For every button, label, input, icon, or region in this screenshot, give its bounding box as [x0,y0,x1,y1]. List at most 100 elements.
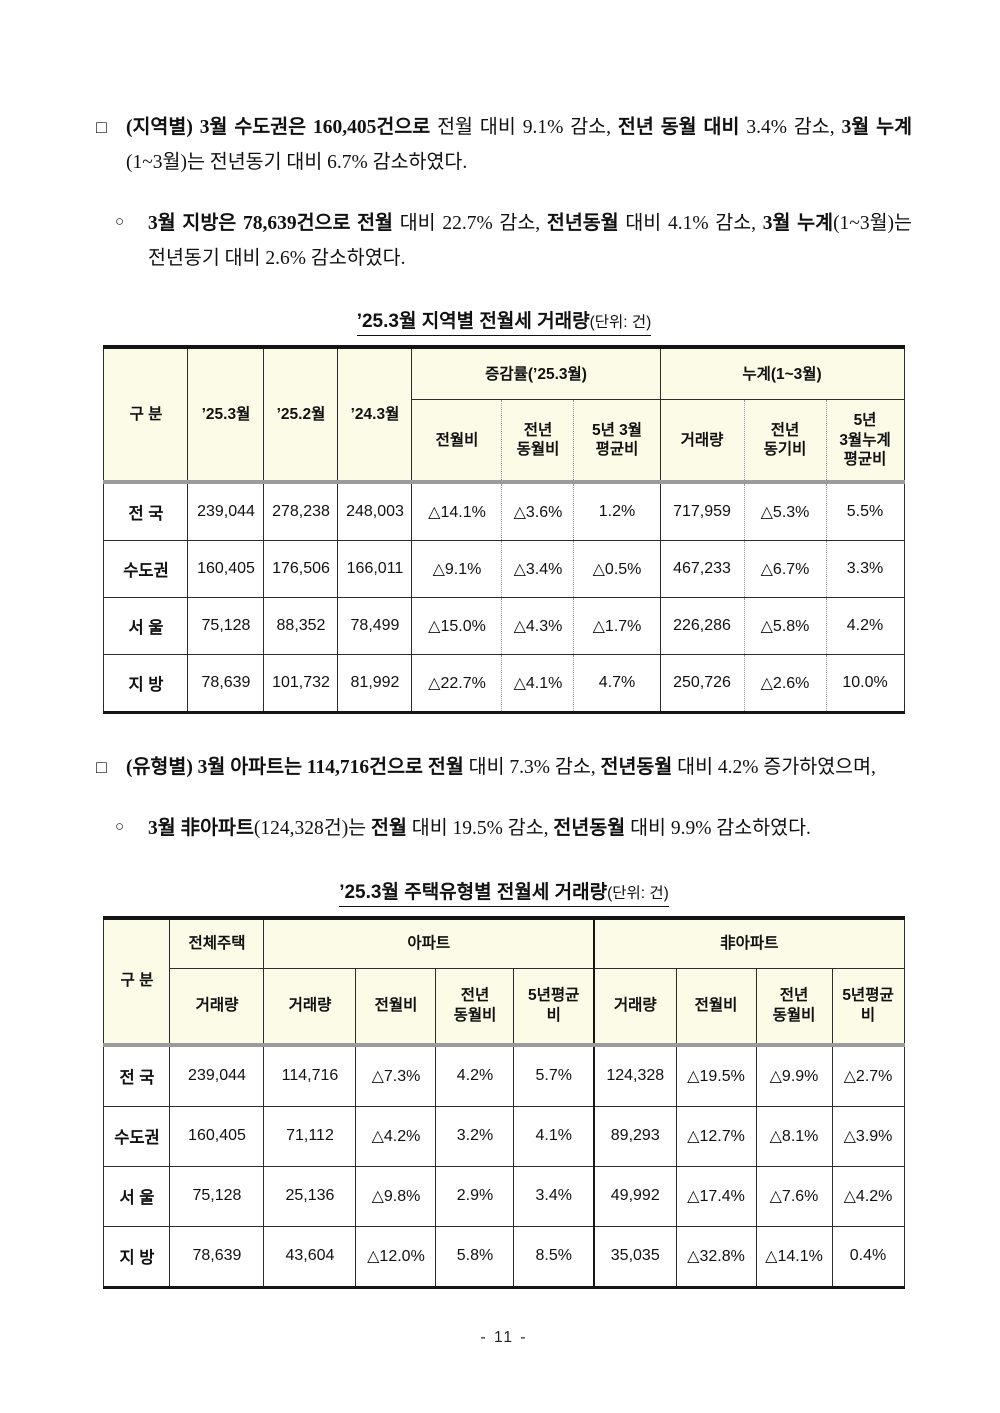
table-cell: 4.7% [573,654,661,714]
table-cell: 114,716 [263,1042,357,1107]
table-cell: 239,044 [187,480,265,542]
table-cell: △9.1% [411,540,503,599]
table-cell: 176,506 [263,540,339,599]
page-number: - 11 - [480,1328,528,1346]
paragraph-type-summary: □ (유형별) 3월 아파트는 114,716건으로 전월 대비 7.3% 감소… [96,750,912,785]
header-total-housing: 전체주택 [169,917,265,969]
subheader: 거래량 [659,399,745,483]
table-title-unit: (단위: 건) [607,884,669,902]
paragraph-region-local: ○ 3월 지방은 78,639건으로 전월 대비 22.7% 감소, 전년동월 … [96,206,912,276]
table-cell: 0.4% [831,1225,905,1288]
table-cell: 78,639 [187,654,265,714]
text-run: 전년동월 [600,757,673,779]
table-cell: △17.4% [675,1165,757,1227]
paragraph-text: (유형별) 3월 아파트는 114,716건으로 전월 대비 7.3% 감소, … [126,750,912,785]
text-run: 대비 4.1% 감소, [618,213,763,235]
table-cell: 35,035 [593,1225,677,1288]
subheader: 거래량 [593,967,677,1046]
header-group-change-rate: 증감률(’25.3월) [411,346,661,401]
text-run: (124,328건)는 [253,818,372,840]
table-cell: △3.4% [501,540,575,599]
header-corner: 구 분 [103,917,171,1046]
text-run: 대비 9.9% 감소하였다. [625,818,811,840]
subheader: 5년평균 비 [513,967,595,1046]
table-cell: 248,003 [337,480,413,542]
table-cell: 250,726 [659,654,745,714]
table-cell: 717,959 [659,480,745,542]
table-cell: 4.2% [435,1042,515,1107]
table-cell: 88,352 [263,597,339,656]
table-title-text: ’25.3월 지역별 전월세 거래량 [356,311,590,333]
header-group-nonapartment: 非아파트 [592,917,905,969]
table-cell: 5.8% [435,1225,515,1288]
table-cell: △32.8% [675,1225,757,1288]
subheader: 전년 동월비 [755,967,833,1046]
subheader: 전월비 [411,399,503,483]
text-run: 대비 7.3% 감소, [463,757,601,779]
table-cell: △3.9% [831,1105,905,1167]
row-label: 수도권 [103,1105,171,1167]
table-cell: 226,286 [659,597,745,656]
header-group-apartment: 아파트 [263,917,595,969]
row-label: 서 울 [103,1165,171,1227]
table-cell: △4.1% [501,654,575,714]
table-cell: △4.2% [831,1165,905,1227]
text-run: 3.4% 감소, [739,117,842,138]
table-subheader-row: 전월비 전년 동월비 5년 3월 평균비 거래량 전년 동기비 5년 3월누계 … [104,399,905,483]
table-cell: 467,233 [659,540,745,599]
text-run: 3월 누계 [762,213,834,235]
table-cell: △6.7% [743,540,827,599]
table-cell: 43,604 [263,1225,357,1288]
text-run: (지역별) 3월 수도권은 160,405건으로 [126,117,431,138]
table-row: 수도권 160,405 71,112 △4.2% 3.2% 4.1% 89,293 △12.7… [103,1105,905,1167]
paragraph-text: (지역별) 3월 수도권은 160,405건으로 전월 대비 9.1% 감소, … [126,110,912,180]
table-cell: 75,128 [187,597,265,656]
text-run: 대비 19.5% 감소, [406,818,554,840]
table-header-row: 구 분 전체주택 아파트 非아파트 [103,917,905,1046]
table-cell: △14.1% [755,1225,833,1288]
table-cell: △14.1% [411,480,503,542]
table-cell: 81,992 [337,654,413,714]
table-cell: 71,112 [263,1105,357,1167]
table-cell: △9.8% [355,1165,437,1227]
table-cell: 89,293 [593,1105,677,1167]
paragraph-region-summary: □ (지역별) 3월 수도권은 160,405건으로 전월 대비 9.1% 감소… [96,110,912,180]
table-cell: △4.2% [355,1105,437,1167]
table-row: 전 국 239,044 114,716 △7.3% 4.2% 5.7% 124,328 △19… [103,1042,905,1107]
row-label: 지 방 [103,1225,171,1288]
table-cell: 3.4% [513,1165,595,1227]
table-row: 서 울 75,128 88,352 78,499 △15.0% △4.3% △1.7% 226… [103,597,905,656]
regional-rental-volume-table: 구 분 ’25.3월 ’25.2월 ’24.3월 증감률(’25.3월) 누계(… [103,345,905,715]
table-cell: 3.2% [435,1105,515,1167]
text-run: (1~3월)는 전년동기 대비 6.7% 감소하였다. [126,152,468,174]
table-cell: 75,128 [169,1165,265,1227]
paragraph-type-nonapartment: ○ 3월 非아파트(124,328건)는 전월 대비 19.5% 감소, 전년동… [96,811,912,846]
row-label: 전 국 [103,480,189,542]
header-month: ’25.2월 [263,346,339,483]
text-run: (유형별) 3월 아파트는 114,716건으로 전월 [126,757,464,779]
table-cell: △7.6% [755,1165,833,1227]
table-cell: 78,499 [337,597,413,656]
text-run: 전년동월 [546,213,619,235]
table-cell: 239,044 [169,1042,265,1107]
subheader: 전년 동기비 [743,399,827,483]
table-row: 전 국 239,044 278,238 248,003 △14.1% △3.6% 1.2% 7… [103,480,905,542]
table-row: 지 방 78,639 43,604 △12.0% 5.8% 8.5% 35,035 △32.8… [103,1225,905,1288]
text-run: 전년동월 [553,818,626,840]
table-cell: △5.3% [743,480,827,542]
table-header-row: 구 분 ’25.3월 ’25.2월 ’24.3월 증감률(’25.3월) 누계(… [103,346,905,483]
table-cell: 5.7% [513,1042,595,1107]
table-title-unit: (단위: 건) [589,314,652,332]
subheader: 전년 동월비 [435,967,515,1046]
row-label: 전 국 [103,1042,171,1107]
table-cell: △4.3% [501,597,575,656]
document-page: □ (지역별) 3월 수도권은 160,405건으로 전월 대비 9.1% 감소… [96,110,912,1346]
header-group-cumulative: 누계(1~3월) [659,346,905,401]
text-run: 전년 동월 대비 [617,117,740,138]
text-run: 대비 4.2% 증가하였으며, [672,757,876,779]
table-cell: 160,405 [169,1105,265,1167]
table-cell: 278,238 [263,480,339,542]
text-run: 전월 대비 9.1% 감소, [430,117,618,138]
header-month: ’25.3월 [187,346,265,483]
circle-bullet-icon: ○ [115,819,125,836]
